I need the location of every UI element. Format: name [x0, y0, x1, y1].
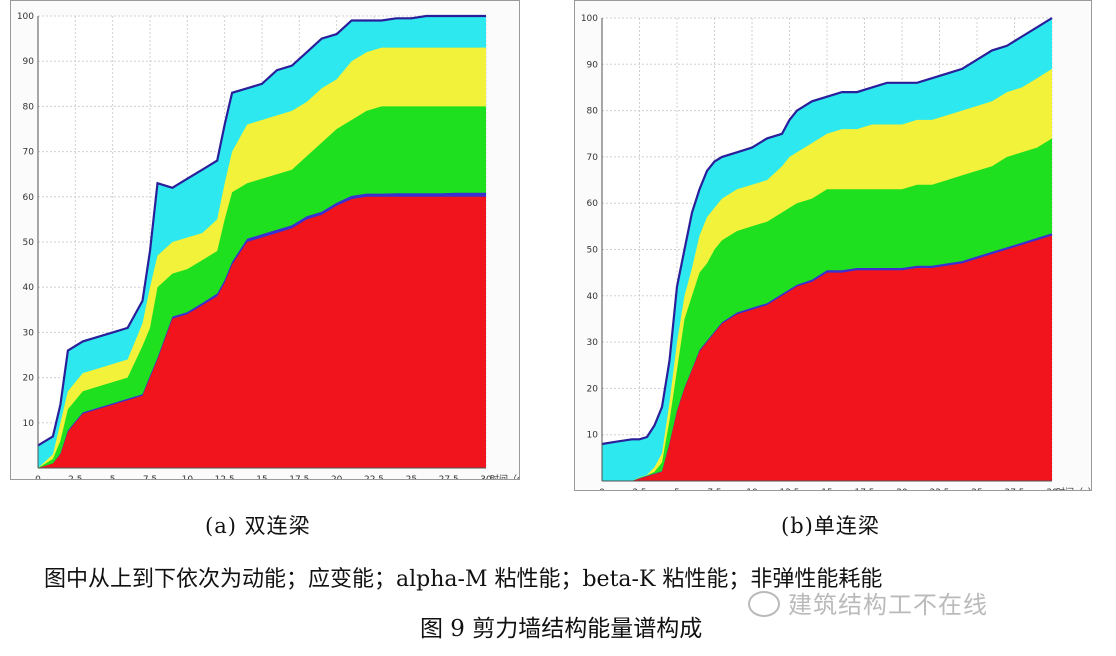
x-tick-label: 30 — [1046, 488, 1058, 490]
legend-note: 图中从上到下依次为动能；应变能；alpha-M 粘性能；beta-K 粘性能；非… — [44, 567, 883, 592]
energy-chart-b: 10 20 30 40 50 60 70 80 90 100 0 2.5 5 7.5 10 12.5 15 17.… — [581, 14, 1091, 490]
top-outline-1 — [601, 17, 1053, 446]
x-tick-label: 10 — [746, 488, 758, 490]
chart-panel-b: 10 20 30 40 50 60 70 80 90 100 0 2.5 5 7.5 10 12.5 15 17.… — [574, 0, 1092, 491]
y-tick-label: 10 — [23, 419, 35, 429]
y-tick-label: 40 — [23, 283, 35, 293]
y-tick-label: 20 — [587, 384, 599, 394]
x-tick-label: 5 — [110, 475, 116, 479]
energy-chart-a: 10 20 30 40 50 60 70 80 90 100 0 2.5 5 7.5 10 12.5 15 17.… — [17, 12, 519, 479]
x-tick-label: 20 — [331, 475, 343, 479]
x-axis-label: 时间（s） — [490, 473, 519, 479]
x-tick-label: 10 — [182, 475, 194, 479]
area-inelastic-0 — [38, 196, 486, 469]
x-tick-label: 7.5 — [143, 475, 157, 479]
y-tick-label: 80 — [587, 107, 599, 117]
y-tick-label: 60 — [23, 193, 35, 203]
x-tick-label: 22.5 — [929, 488, 949, 490]
watermark-text: 建筑结构工不在线 — [788, 591, 988, 619]
x-tick-label: 12.5 — [215, 475, 235, 479]
x-tick-label: 15 — [256, 475, 267, 479]
y-tick-label: 40 — [587, 292, 599, 302]
x-tick-label: 2.5 — [632, 488, 646, 490]
x-tick-label: 22.5 — [364, 475, 384, 479]
y-tick-label: 80 — [23, 102, 35, 112]
x-tick-label: 2.5 — [68, 475, 82, 479]
y-tick-label: 100 — [581, 14, 598, 24]
x-tick-label: 0 — [35, 475, 41, 479]
x-tick-label: 30 — [480, 475, 492, 479]
top-outline-0 — [37, 14, 486, 447]
y-tick-label: 20 — [23, 374, 35, 384]
x-axis-label: 时间（s） — [1056, 486, 1091, 490]
y-tick-label: 70 — [587, 153, 599, 163]
x-tick-label: 27.5 — [439, 475, 459, 479]
area-inelastic-1 — [602, 235, 1052, 481]
x-tick-label: 17.5 — [289, 475, 309, 479]
x-tick-label: 15 — [821, 488, 832, 490]
x-tick-label: 25 — [406, 475, 417, 479]
x-tick-label: 17.5 — [854, 488, 874, 490]
y-tick-label: 70 — [23, 148, 35, 158]
x-tick-label: 5 — [674, 488, 680, 490]
wechat-icon — [748, 591, 780, 617]
y-tick-label: 90 — [23, 57, 35, 67]
y-tick-label: 30 — [23, 328, 35, 338]
x-tick-label: 12.5 — [779, 488, 799, 490]
y-tick-label: 30 — [587, 338, 599, 348]
x-tick-label: 0 — [599, 488, 605, 490]
y-tick-label: 50 — [23, 238, 35, 248]
x-tick-label: 20 — [896, 488, 908, 490]
watermark: 建筑结构工不在线 — [748, 585, 988, 620]
y-tick-label: 90 — [587, 60, 599, 70]
x-tick-label: 25 — [971, 488, 982, 490]
figure-title: 图 9 剪力墙结构能量谱构成 — [420, 616, 703, 642]
caption-a: (a) 双连梁 — [205, 514, 311, 538]
y-tick-label: 10 — [587, 431, 599, 441]
caption-b: (b)单连梁 — [781, 514, 880, 538]
x-tick-label: 7.5 — [707, 488, 721, 490]
y-tick-label: 50 — [587, 246, 599, 256]
y-tick-label: 100 — [17, 12, 34, 22]
chart-panel-a: 10 20 30 40 50 60 70 80 90 100 0 2.5 5 7.5 10 12.5 15 17.… — [10, 0, 520, 480]
x-tick-label: 27.5 — [1004, 488, 1024, 490]
y-tick-label: 60 — [587, 199, 599, 209]
